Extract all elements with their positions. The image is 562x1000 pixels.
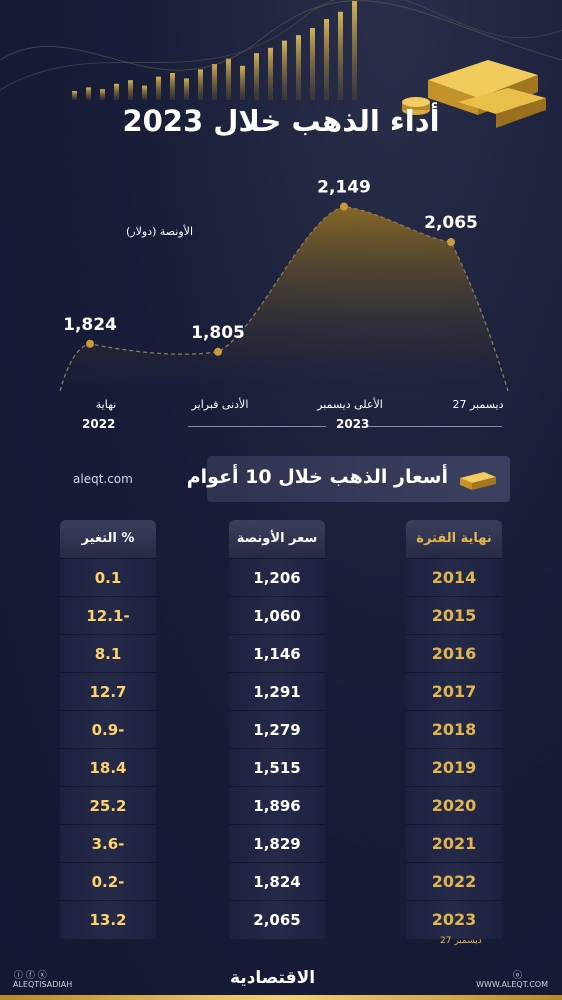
change-cell: 0.2- bbox=[60, 862, 156, 901]
period-cell: 2014 bbox=[406, 558, 502, 597]
price-cell: 1,146 bbox=[229, 634, 325, 673]
footer: ⓘ ⓕ ⓧ ALEQTISADIAH الاقتصادية ⓞ WWW.ALEQ… bbox=[0, 968, 562, 1000]
chart-line bbox=[59, 205, 509, 392]
data-label: 1,824 bbox=[63, 315, 117, 335]
period-cell: 2020 bbox=[406, 786, 502, 825]
period-cell: 2016 bbox=[406, 634, 502, 673]
data-point bbox=[86, 339, 94, 348]
price-cell: 1,279 bbox=[229, 710, 325, 749]
web-icon: ⓞ bbox=[512, 971, 522, 981]
data-label: 2,149 bbox=[317, 178, 371, 198]
decor-bar bbox=[86, 87, 91, 100]
period-cell: 2015 bbox=[406, 596, 502, 635]
column-price: سعر الأونصة 1,206 1,060 1,146 1,291 1,279 1,5… bbox=[229, 520, 325, 940]
social-icons: ⓘ ⓕ ⓧ bbox=[14, 971, 47, 981]
table-title: أسعار الذهب خلال 10 أعوام bbox=[186, 466, 448, 488]
x-label-low-feb: الأدنى فبراير bbox=[191, 398, 249, 411]
chart-unit-label: الأونصة (دولار) bbox=[126, 225, 194, 238]
decor-bar bbox=[310, 28, 315, 100]
header-change: التغير % bbox=[60, 520, 156, 558]
data-label: 2,065 bbox=[424, 213, 478, 233]
x-label-high-dec: الأعلى ديسمبر bbox=[317, 398, 383, 411]
change-cell: 0.1 bbox=[60, 558, 156, 597]
change-cell: 18.4 bbox=[60, 748, 156, 787]
decor-bar bbox=[240, 65, 245, 100]
footer-gold-line bbox=[0, 995, 562, 1000]
header-period: نهاية الفترة bbox=[406, 520, 502, 558]
decor-bar bbox=[282, 40, 287, 100]
group-line-right bbox=[368, 426, 502, 427]
period-cell: 2022 bbox=[406, 862, 502, 901]
decor-bar bbox=[268, 47, 273, 100]
change-cell: 12.1- bbox=[60, 596, 156, 635]
gold-bar-icon bbox=[460, 472, 496, 490]
period-cell: 2018 bbox=[406, 710, 502, 749]
decor-bar bbox=[128, 80, 133, 100]
price-cell: 1,824 bbox=[229, 862, 325, 901]
footer-website: WWW.ALEQT.COM bbox=[476, 980, 548, 989]
price-cell: 1,206 bbox=[229, 558, 325, 597]
chart-area bbox=[60, 206, 508, 391]
data-point bbox=[447, 238, 455, 246]
decor-bar bbox=[212, 64, 217, 100]
price-cell: 1,829 bbox=[229, 824, 325, 863]
x-label-end-2022: نهاية bbox=[95, 398, 117, 411]
footer-handle: ALEQTISADIAH bbox=[13, 980, 73, 989]
footer-logo: الاقتصادية bbox=[230, 968, 316, 988]
gold-bars-icon bbox=[402, 60, 546, 128]
decor-bar bbox=[352, 1, 357, 100]
decor-bar bbox=[170, 73, 175, 100]
period-cell: 2021 bbox=[406, 824, 502, 863]
decor-bar bbox=[296, 35, 301, 101]
period-cell: 2017 bbox=[406, 672, 502, 711]
decor-bar bbox=[72, 91, 77, 100]
change-cell: 3.6- bbox=[60, 824, 156, 863]
change-cell: 12.7 bbox=[60, 672, 156, 711]
data-point bbox=[340, 202, 348, 211]
last-row-note: 27 ديسمبر bbox=[440, 936, 482, 946]
period-cell: 2019 bbox=[406, 748, 502, 787]
page-title: أداء الذهب خلال 2023 bbox=[122, 104, 440, 138]
site-url: aleqt.com bbox=[73, 472, 133, 486]
gold-performance-chart: 1,824 1,805 2,149 2,065 bbox=[59, 178, 509, 392]
change-cell: 8.1 bbox=[60, 634, 156, 673]
decor-bar bbox=[156, 76, 161, 100]
column-period: نهاية الفترة 2014 2015 2016 2017 2018 2019 202… bbox=[406, 520, 502, 940]
group-label-2023: 2023 bbox=[336, 417, 370, 431]
change-cell: 13.2 bbox=[60, 900, 156, 939]
decor-bar bbox=[338, 11, 343, 100]
price-cell: 2,065 bbox=[229, 900, 325, 939]
group-line-left bbox=[188, 426, 326, 427]
data-label: 1,805 bbox=[191, 323, 245, 343]
header-price: سعر الأونصة bbox=[229, 520, 325, 558]
price-cell: 1,060 bbox=[229, 596, 325, 635]
price-cell: 1,896 bbox=[229, 786, 325, 825]
decor-bar bbox=[142, 85, 147, 100]
change-cell: 25.2 bbox=[60, 786, 156, 825]
decor-bar bbox=[198, 69, 203, 100]
decor-bar bbox=[114, 83, 119, 100]
column-change: التغير % 0.1 12.1- 8.1 12.7 0.9- 18.4 25.2 3.6-… bbox=[60, 520, 156, 940]
data-point bbox=[214, 347, 222, 356]
table-title-banner: أسعار الذهب خلال 10 أعوام bbox=[187, 456, 510, 502]
decor-bar bbox=[184, 78, 189, 100]
decor-bar bbox=[324, 19, 329, 100]
change-cell: 0.9- bbox=[60, 710, 156, 749]
group-label-2022: 2022 bbox=[82, 417, 116, 431]
decor-bar bbox=[100, 89, 105, 100]
price-cell: 1,515 bbox=[229, 748, 325, 787]
decor-bar bbox=[254, 53, 259, 100]
header-decoration bbox=[0, 0, 562, 101]
price-cell: 1,291 bbox=[229, 672, 325, 711]
decor-bar bbox=[226, 58, 231, 100]
period-cell: 2023 bbox=[406, 900, 502, 939]
x-label-27-dec: 27 ديسمبر bbox=[452, 398, 504, 411]
